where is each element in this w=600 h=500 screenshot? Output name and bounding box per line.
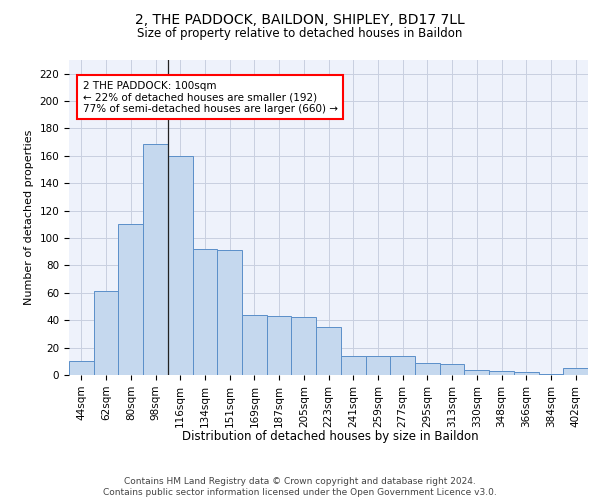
Text: Distribution of detached houses by size in Baildon: Distribution of detached houses by size … <box>182 430 478 443</box>
Bar <box>168 156 193 375</box>
Bar <box>563 368 588 375</box>
Bar <box>118 224 143 375</box>
Bar <box>464 370 489 375</box>
Bar <box>539 374 563 375</box>
Text: 2 THE PADDOCK: 100sqm
← 22% of detached houses are smaller (192)
77% of semi-det: 2 THE PADDOCK: 100sqm ← 22% of detached … <box>83 80 338 114</box>
Text: 2, THE PADDOCK, BAILDON, SHIPLEY, BD17 7LL: 2, THE PADDOCK, BAILDON, SHIPLEY, BD17 7… <box>135 12 465 26</box>
Y-axis label: Number of detached properties: Number of detached properties <box>24 130 34 305</box>
Bar <box>365 356 390 375</box>
Bar <box>316 327 341 375</box>
Text: Size of property relative to detached houses in Baildon: Size of property relative to detached ho… <box>137 28 463 40</box>
Bar <box>242 314 267 375</box>
Bar <box>217 250 242 375</box>
Bar <box>390 356 415 375</box>
Bar <box>489 371 514 375</box>
Bar <box>415 362 440 375</box>
Text: Contains HM Land Registry data © Crown copyright and database right 2024.
Contai: Contains HM Land Registry data © Crown c… <box>103 478 497 497</box>
Bar <box>514 372 539 375</box>
Bar <box>143 144 168 375</box>
Bar <box>69 362 94 375</box>
Bar <box>94 292 118 375</box>
Bar <box>341 356 365 375</box>
Bar <box>193 249 217 375</box>
Bar <box>292 318 316 375</box>
Bar <box>440 364 464 375</box>
Bar <box>267 316 292 375</box>
